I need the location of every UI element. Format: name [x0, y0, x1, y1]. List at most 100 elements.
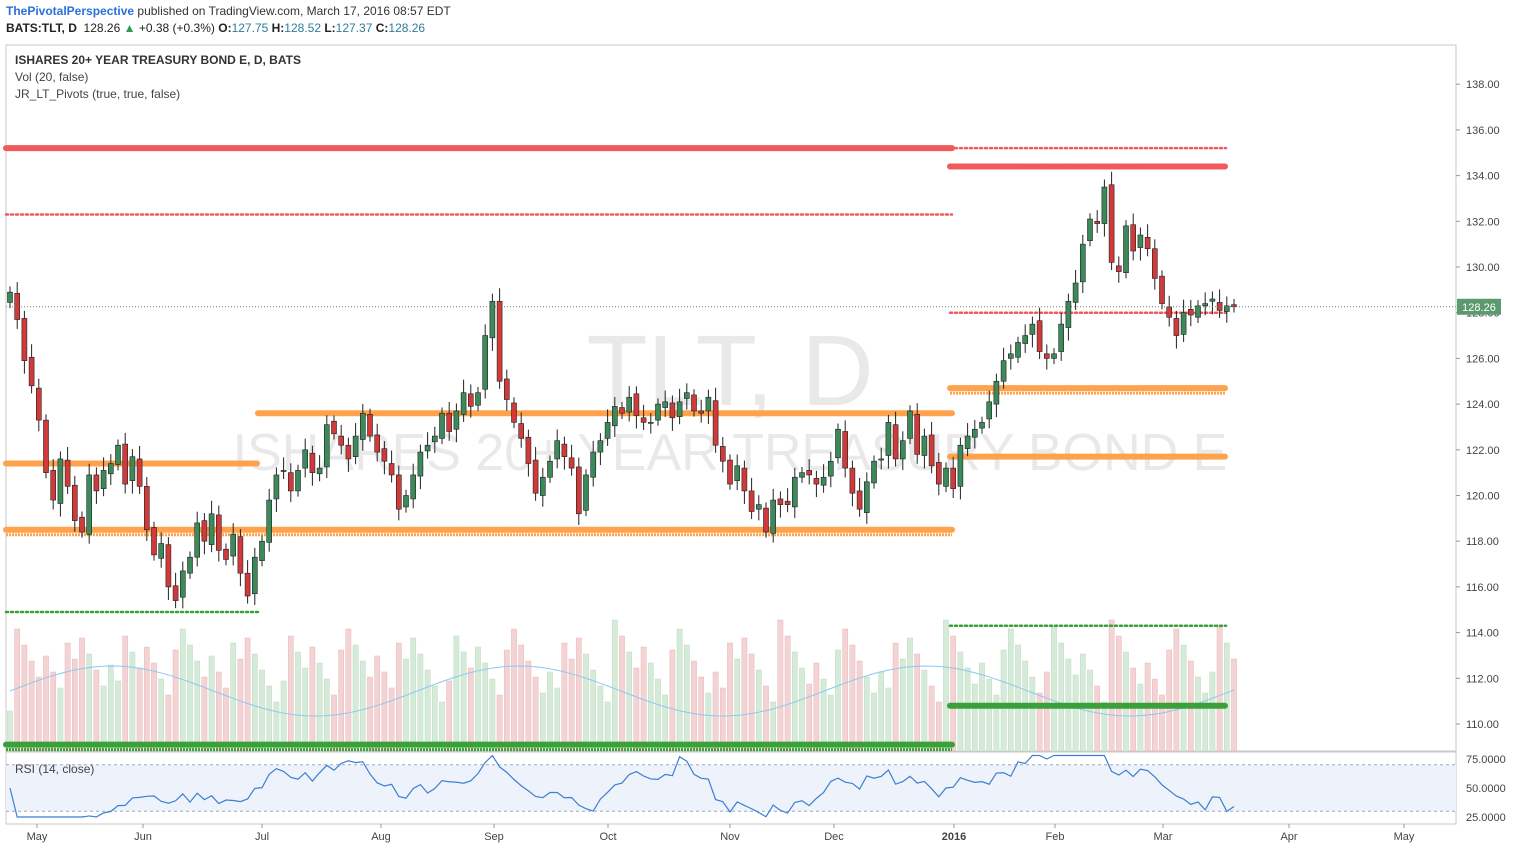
time-tick-label: Feb	[1046, 831, 1065, 843]
candle-body	[806, 470, 813, 476]
volume-bar	[86, 653, 93, 752]
candle-body	[417, 451, 424, 477]
candle-body	[950, 467, 957, 489]
rsi-indicator: 25.0000 50.0000 75.0000	[6, 754, 1506, 824]
candle-body	[410, 474, 417, 500]
volume-bar	[539, 692, 546, 752]
volume-bar	[57, 687, 64, 752]
volume-bar	[1231, 658, 1237, 752]
candle-body	[921, 435, 928, 456]
volume-bar	[251, 653, 258, 752]
price-tick-label: 134.00	[1466, 171, 1500, 183]
time-tick-label: May	[27, 831, 48, 843]
publisher-brand[interactable]: ThePivotalPerspective	[6, 4, 135, 18]
candle-body	[280, 470, 287, 472]
candle-body	[640, 417, 647, 423]
candle-body	[871, 460, 877, 484]
volume-bar	[179, 628, 186, 752]
time-tick-label: Dec	[824, 831, 844, 843]
candle-body	[50, 470, 57, 501]
candle-body	[503, 378, 510, 400]
volume-bar	[417, 653, 424, 752]
volume-bar	[626, 651, 633, 752]
candle-body	[1130, 224, 1136, 252]
last-price-badge	[1457, 298, 1501, 315]
volume-bar	[230, 642, 237, 752]
candle-body	[1166, 306, 1172, 318]
candle-body	[165, 544, 172, 588]
candle-body	[1108, 184, 1115, 263]
candles	[6, 171, 1456, 609]
volume-bar	[655, 678, 661, 752]
volume-bar	[1072, 674, 1079, 752]
candle-body	[57, 458, 64, 504]
volume-legend[interactable]: Vol (20, false)	[15, 70, 88, 84]
candle-body	[158, 543, 164, 559]
candle-body	[626, 396, 633, 413]
candle-body	[136, 458, 143, 487]
volume-bar	[244, 637, 251, 752]
volume-bar	[727, 642, 733, 752]
candle-body	[35, 387, 42, 421]
volume-bar	[784, 635, 791, 752]
candle-body	[1116, 265, 1122, 272]
candle-body	[691, 394, 697, 412]
candle-body	[1051, 353, 1057, 359]
time-tick-label: Aug	[371, 831, 391, 843]
pivots-legend[interactable]: JR_LT_Pivots (true, true, false)	[15, 87, 180, 101]
candle-body	[575, 466, 582, 515]
publish-info: published on TradingView.com, March 17, …	[137, 4, 451, 18]
volume-bar	[928, 685, 935, 752]
volume-bar	[388, 687, 395, 752]
candle-body	[835, 428, 841, 459]
volume-bar	[1173, 628, 1180, 752]
candle-body	[223, 548, 229, 560]
candle-body	[216, 514, 222, 551]
candle-body	[1144, 236, 1151, 250]
volume-bar	[107, 664, 114, 752]
volume-bar	[50, 671, 57, 752]
candle-body	[532, 459, 539, 494]
volume-bar	[345, 628, 352, 752]
time-tick-label: Mar	[1154, 831, 1173, 843]
rsi-legend[interactable]: RSI (14, close)	[15, 762, 94, 776]
candle-body	[993, 380, 1000, 405]
volume-bar	[547, 671, 553, 752]
volume-bar	[719, 687, 726, 752]
volume-bar	[187, 644, 193, 752]
volume-bar	[237, 658, 244, 752]
volume-bars	[7, 619, 1237, 752]
time-tick-label: Sep	[484, 831, 504, 843]
candle-body	[957, 444, 964, 487]
candle-body	[1209, 298, 1216, 302]
price-tick-label: 110.00	[1466, 719, 1499, 731]
volume-bar	[374, 655, 381, 752]
candle-body	[489, 300, 496, 339]
volume-bar	[712, 671, 719, 752]
volume-bar	[359, 660, 366, 752]
volume-bar	[763, 685, 769, 752]
volume-bar	[856, 660, 863, 752]
price-tick-label: 138.00	[1466, 79, 1500, 91]
volume-bar	[381, 671, 388, 752]
volume-bar	[1101, 701, 1108, 752]
volume-bar	[907, 637, 913, 752]
candle-body	[655, 403, 661, 421]
volume-bar	[1094, 685, 1101, 752]
candle-body	[467, 393, 474, 407]
volume-bar	[1195, 676, 1201, 752]
candle-body	[424, 444, 431, 452]
candle-body	[619, 407, 625, 414]
candle-body	[122, 443, 128, 485]
volume-bar	[647, 662, 654, 752]
candle-body	[885, 422, 892, 456]
candle-body	[719, 446, 726, 462]
candle-body	[554, 440, 561, 460]
volume-bar	[662, 694, 669, 752]
volume-bar	[280, 680, 287, 752]
volume-bar	[964, 667, 971, 752]
candle-body	[388, 463, 395, 476]
volume-bar	[208, 655, 215, 752]
candle-body	[359, 412, 366, 440]
